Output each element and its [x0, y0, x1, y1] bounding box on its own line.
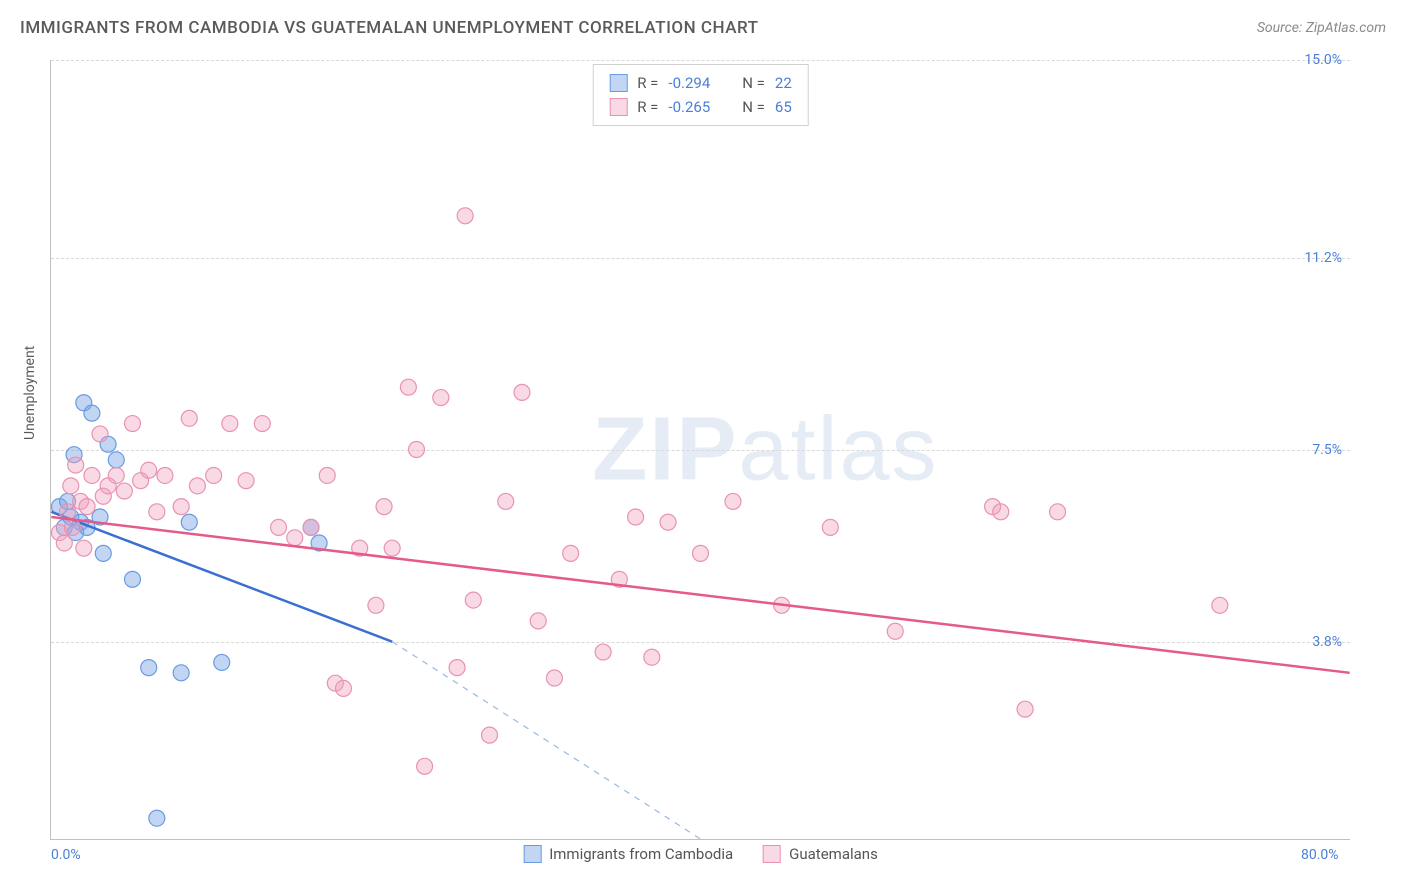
data-point: [303, 519, 319, 535]
stat-r-label: R =: [637, 71, 658, 95]
stats-legend-box: R = -0.294 N = 22 R = -0.265 N = 65: [592, 64, 809, 126]
data-point: [68, 457, 84, 473]
data-point: [725, 493, 741, 509]
data-point: [1017, 701, 1033, 717]
data-point: [95, 545, 111, 561]
data-point: [108, 452, 124, 468]
data-point: [181, 514, 197, 530]
data-point: [149, 504, 165, 520]
data-point: [993, 504, 1009, 520]
stats-row: R = -0.265 N = 65: [609, 95, 792, 119]
data-point: [173, 499, 189, 515]
data-point: [1212, 597, 1228, 613]
data-point: [64, 519, 80, 535]
legend-item: Immigrants from Cambodia: [523, 845, 733, 863]
data-point: [76, 540, 92, 556]
data-point: [141, 462, 157, 478]
data-point: [108, 467, 124, 483]
data-point: [149, 810, 165, 826]
data-point: [335, 680, 351, 696]
chart-plot-area: ZIPatlas 3.8%7.5%11.2%15.0% 0.0%80.0% R …: [50, 60, 1350, 840]
swatch-icon: [609, 98, 627, 116]
data-point: [887, 623, 903, 639]
data-point: [498, 493, 514, 509]
data-point: [173, 665, 189, 681]
data-point: [368, 597, 384, 613]
data-point: [384, 540, 400, 556]
data-point: [319, 467, 335, 483]
data-point: [693, 545, 709, 561]
swatch-icon: [523, 845, 541, 863]
data-point: [433, 390, 449, 406]
data-point: [157, 467, 173, 483]
data-point: [482, 727, 498, 743]
data-point: [628, 509, 644, 525]
data-point: [206, 467, 222, 483]
source-attribution: Source: ZipAtlas.com: [1257, 20, 1386, 36]
data-point: [56, 535, 72, 551]
x-tick-label: 80.0%: [1301, 847, 1339, 863]
data-point: [1050, 504, 1066, 520]
data-point: [181, 410, 197, 426]
data-point: [287, 530, 303, 546]
stat-n-value: 22: [775, 71, 792, 95]
data-point: [408, 442, 424, 458]
data-point: [457, 208, 473, 224]
bottom-legend: Immigrants from Cambodia Guatemalans: [523, 845, 878, 863]
data-point: [660, 514, 676, 530]
legend-label: Immigrants from Cambodia: [549, 845, 733, 863]
data-point: [189, 478, 205, 494]
data-point: [271, 519, 287, 535]
legend-label: Guatemalans: [789, 845, 878, 863]
data-point: [563, 545, 579, 561]
data-point: [124, 416, 140, 432]
swatch-icon: [763, 845, 781, 863]
swatch-icon: [609, 74, 627, 92]
trend-line: [51, 512, 392, 642]
data-point: [595, 644, 611, 660]
data-point: [546, 670, 562, 686]
data-point: [214, 654, 230, 670]
x-tick-label: 0.0%: [51, 847, 81, 863]
stat-r-value: -0.265: [668, 95, 710, 119]
data-point: [417, 758, 433, 774]
data-point: [84, 405, 100, 421]
stats-row: R = -0.294 N = 22: [609, 71, 792, 95]
scatter-svg: [51, 60, 1350, 839]
data-point: [92, 426, 108, 442]
legend-item: Guatemalans: [763, 845, 878, 863]
data-point: [400, 379, 416, 395]
trend-line: [51, 517, 1349, 673]
data-point: [822, 519, 838, 535]
stat-n-label: N =: [742, 71, 765, 95]
data-point: [63, 478, 79, 494]
y-axis-label: Unemployment: [22, 346, 38, 440]
data-point: [530, 613, 546, 629]
stat-n-label: N =: [742, 95, 765, 119]
data-point: [465, 592, 481, 608]
chart-title: IMMIGRANTS FROM CAMBODIA VS GUATEMALAN U…: [20, 18, 758, 38]
data-point: [124, 571, 140, 587]
stat-r-label: R =: [637, 95, 658, 119]
data-point: [84, 467, 100, 483]
data-point: [514, 384, 530, 400]
trend-line-dashed: [392, 642, 700, 839]
data-point: [116, 483, 132, 499]
data-point: [141, 660, 157, 676]
data-point: [238, 473, 254, 489]
data-point: [222, 416, 238, 432]
data-point: [376, 499, 392, 515]
data-point: [79, 499, 95, 515]
stat-r-value: -0.294: [668, 71, 710, 95]
data-point: [449, 660, 465, 676]
data-point: [644, 649, 660, 665]
data-point: [254, 416, 270, 432]
stat-n-value: 65: [775, 95, 792, 119]
